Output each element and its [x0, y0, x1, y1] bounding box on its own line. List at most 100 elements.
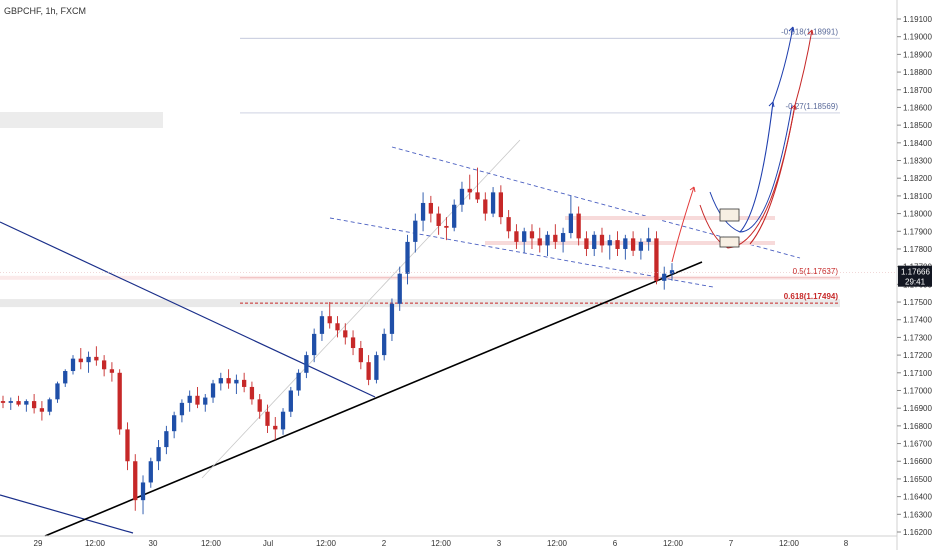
candle-body — [592, 234, 597, 249]
candle-body — [638, 241, 644, 251]
candle-body — [273, 425, 278, 430]
candle-body — [436, 213, 441, 226]
y-tick-label: 1.17100 — [903, 369, 932, 378]
x-tick-label: 30 — [149, 539, 158, 548]
candle-body — [0, 401, 6, 403]
candle-body — [646, 238, 651, 242]
y-tick-label: 1.17200 — [903, 351, 932, 360]
candle-body — [615, 240, 620, 249]
candle-body — [109, 369, 115, 373]
candle-body — [366, 362, 371, 380]
y-tick-label: 1.16700 — [903, 440, 932, 449]
candle-body — [312, 333, 317, 356]
candle-body — [133, 461, 138, 501]
candle-body — [8, 401, 13, 403]
candle-body — [249, 386, 255, 400]
candle-body — [607, 240, 612, 246]
x-tick-label: 8 — [844, 539, 849, 548]
x-tick-label: 29 — [34, 539, 43, 548]
candle-body — [553, 234, 558, 242]
y-tick-label: 1.16300 — [903, 510, 932, 519]
projection-blue-2 — [739, 101, 774, 233]
candle-body — [210, 383, 216, 398]
candle-body — [70, 358, 76, 372]
candle-body — [452, 204, 457, 228]
candle-body — [203, 397, 208, 405]
x-tick-label: 3 — [497, 539, 502, 548]
candle-body — [179, 402, 185, 416]
price-badge — [898, 265, 932, 287]
arrow-head — [689, 186, 696, 193]
candle-body — [172, 415, 177, 432]
x-tick-label: 12:00 — [547, 539, 568, 548]
y-tick-label: 1.16600 — [903, 457, 932, 466]
channel-lower — [329, 217, 714, 288]
candle-body — [187, 395, 192, 403]
x-tick-label: 12:00 — [201, 539, 222, 548]
candle-body — [584, 238, 589, 249]
candle-body — [288, 390, 293, 412]
y-tick-label: 1.18200 — [903, 174, 932, 183]
candle-body — [374, 355, 379, 380]
candle-body — [304, 355, 309, 373]
y-tick-label: 1.17300 — [903, 333, 932, 342]
candle-body — [265, 411, 270, 426]
candle-body — [117, 372, 122, 430]
candle-body — [397, 273, 402, 304]
y-tick-label: 1.19100 — [903, 15, 932, 24]
candle-body — [78, 358, 83, 363]
x-tick-label: Jul — [263, 539, 273, 548]
candle-body — [125, 429, 130, 462]
candle-body — [662, 273, 667, 281]
x-tick-label: 12:00 — [779, 539, 800, 548]
candle-body — [529, 231, 535, 239]
candle-body — [319, 316, 325, 334]
candle-body — [522, 231, 527, 242]
candle-body — [475, 192, 480, 200]
candle-body — [483, 199, 488, 214]
y-tick-label: 1.18300 — [903, 157, 932, 166]
zone — [485, 241, 775, 245]
candle-body — [164, 431, 169, 448]
y-tick-label: 1.18500 — [903, 121, 932, 130]
candle-body — [568, 213, 574, 234]
candle-body — [195, 395, 200, 405]
x-tick-label: 12:00 — [85, 539, 106, 548]
y-tick-label: 1.16500 — [903, 475, 932, 484]
candle-body — [630, 238, 636, 251]
drawings — [0, 26, 814, 537]
y-tick-label: 1.18400 — [903, 139, 932, 148]
y-tick-label: 1.18800 — [903, 68, 932, 77]
y-tick-label: 1.18700 — [903, 86, 932, 95]
candle-body — [413, 220, 418, 242]
target-box — [719, 208, 740, 222]
candle-body — [343, 330, 348, 338]
candle-body — [576, 213, 581, 239]
candle-body — [335, 323, 340, 331]
candle-body — [389, 303, 395, 334]
candle-body — [280, 411, 286, 430]
x-tick-label: 6 — [613, 539, 618, 548]
arrow-head — [788, 26, 795, 33]
x-tick-label: 7 — [729, 539, 734, 548]
projection-red-top — [794, 29, 813, 106]
candle-body — [350, 337, 356, 349]
candle-body — [444, 225, 449, 228]
candle-body — [148, 461, 153, 483]
candle-body — [16, 401, 21, 405]
chart-title: GBPCHF, 1h, FXCM — [4, 6, 86, 16]
candle-body — [358, 348, 363, 363]
candle-body — [55, 383, 60, 400]
candle-body — [86, 356, 91, 363]
y-tick-label: 1.16900 — [903, 404, 932, 413]
y-tick-label: 1.18900 — [903, 50, 932, 59]
countdown-label: 29:41 — [905, 278, 926, 287]
candle-body — [63, 371, 68, 384]
candle-body — [405, 241, 410, 274]
y-tick-label: 1.17000 — [903, 386, 932, 395]
candle-body — [94, 356, 99, 361]
y-tick-label: 1.19000 — [903, 33, 932, 42]
candle-body — [599, 234, 605, 246]
